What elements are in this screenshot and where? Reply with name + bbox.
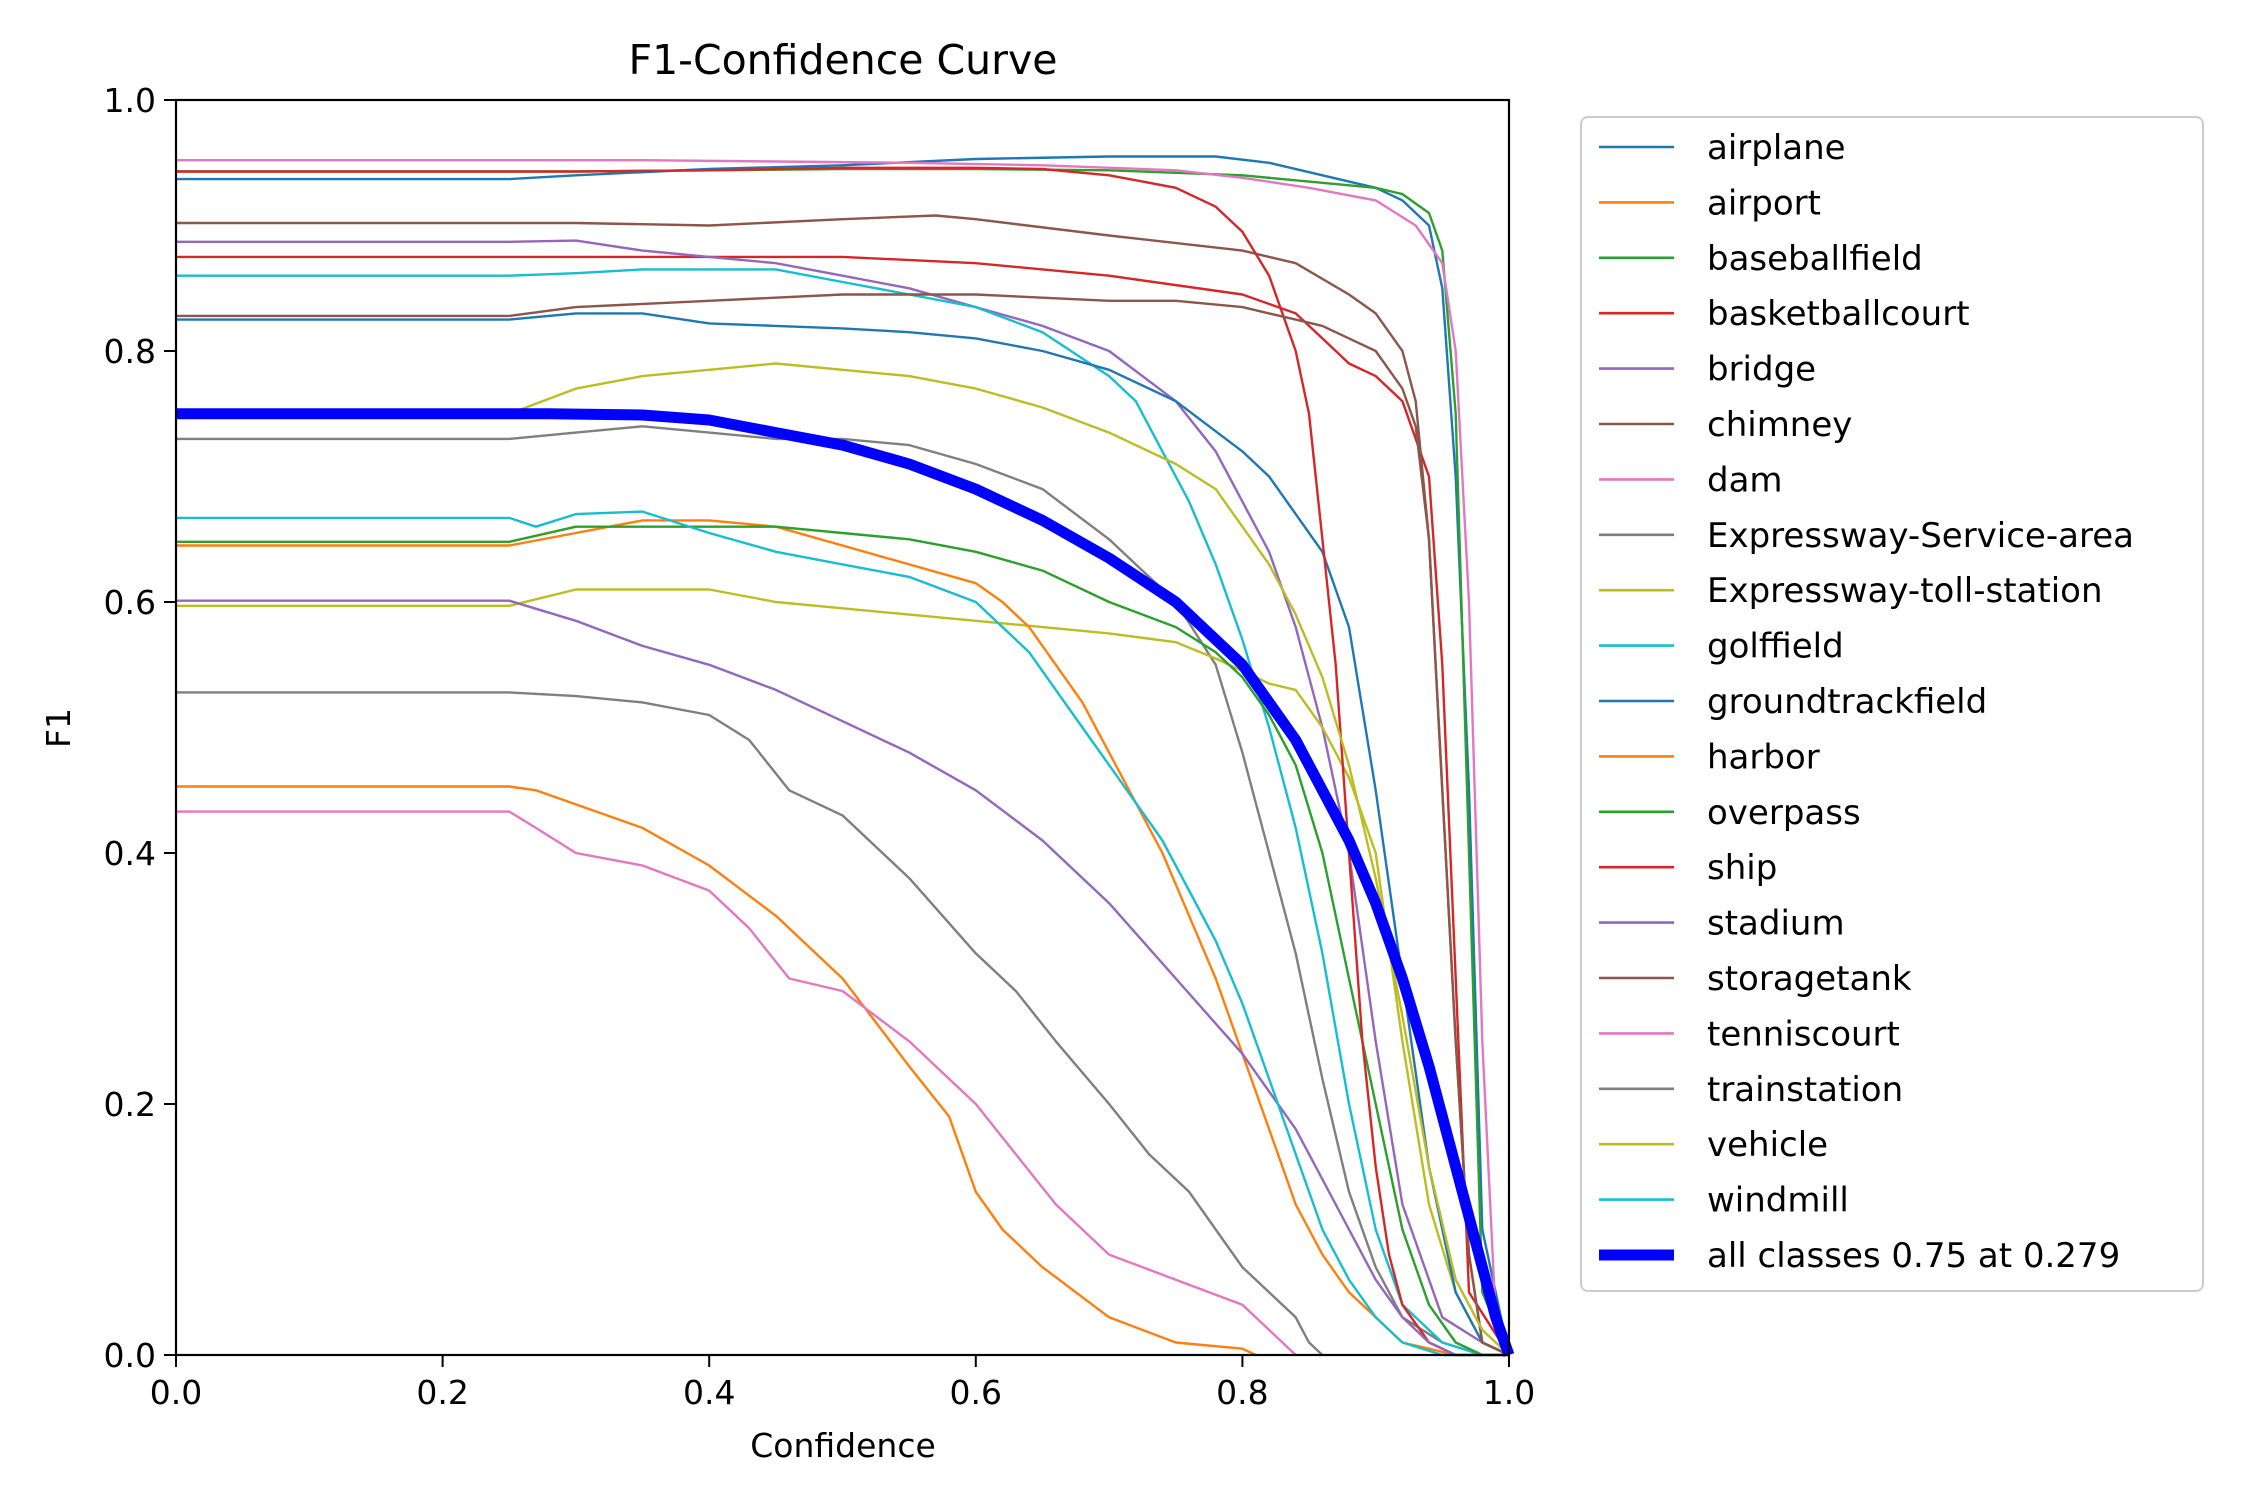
series-line-20 [176,408,1515,1357]
legend-label: ship [1707,848,1777,888]
legend-label: stadium [1707,904,1845,944]
y-tick-label: 0.2 [104,1085,156,1124]
legend-label: groundtrackfield [1707,682,1987,722]
x-tick-label: 0.6 [950,1373,1002,1412]
y-tick-label: 0.8 [104,332,156,371]
legend-label: airplane [1707,128,1846,168]
series-line-6 [176,158,1511,1356]
series-line-1 [176,785,1257,1357]
y-tick-label: 1.0 [104,81,156,120]
x-tick-label: 0.8 [1216,1373,1268,1412]
legend-label: vehicle [1707,1125,1828,1165]
y-tick-label: 0.6 [104,583,156,622]
legend-label: baseballfield [1707,239,1923,279]
x-axis-label: Confidence [750,1426,936,1465]
x-tick-label: 0.2 [416,1373,468,1412]
y-axis-label: F1 [39,708,78,748]
legend-label: Expressway-toll-station [1707,571,2103,611]
legend-label: basketballcourt [1707,294,1970,334]
legend-label: trainstation [1707,1070,1903,1110]
legend-label: overpass [1707,793,1861,833]
legend-label: Expressway-Service-area [1707,516,2134,556]
legend-label: airport [1707,183,1821,223]
legend-label: harbor [1707,737,1820,777]
y-tick-label: 0.4 [104,834,156,873]
series-line-10 [176,312,1510,1357]
legend-label: all classes 0.75 at 0.279 [1707,1236,2120,1276]
y-axis: 0.0 0.2 0.4 0.6 0.8 1.0 [104,81,176,1375]
series-line-3 [176,255,1511,1356]
legend-box [1580,116,2204,1292]
legend-label: dam [1707,460,1783,500]
x-tick-label: 1.0 [1483,1373,1535,1412]
legend-label: windmill [1707,1181,1849,1221]
x-tick-label: 0.0 [150,1373,202,1412]
series-line-12 [176,525,1509,1357]
x-axis: 0.0 0.2 0.4 0.6 0.8 1.0 [150,1355,1535,1412]
x-tick-label: 0.4 [683,1373,735,1412]
legend-label: bridge [1707,350,1816,390]
series-line-11 [176,519,1509,1357]
plot-lines [176,155,1515,1357]
series-line-13 [176,166,1509,1357]
legend: airplane airport baseballfield basketballco… [1580,116,2204,1292]
series-line-16 [176,810,1297,1356]
series-line-18 [176,362,1510,1356]
legend-label: tenniscourt [1707,1014,1900,1054]
series-line-17 [176,691,1324,1356]
plot-frame [174,98,1511,1357]
series-line-15 [176,293,1510,1357]
legend-label: golffield [1707,627,1844,667]
series-line-8 [176,588,1510,1357]
y-tick-label: 0.0 [104,1336,156,1375]
chart-title: F1-Confidence Curve [629,36,1058,84]
legend-label: chimney [1707,405,1852,445]
series-line-9 [176,268,1509,1357]
legend-label: storagetank [1707,959,1912,999]
series-line-19 [176,510,1509,1357]
series-line-14 [176,599,1509,1357]
